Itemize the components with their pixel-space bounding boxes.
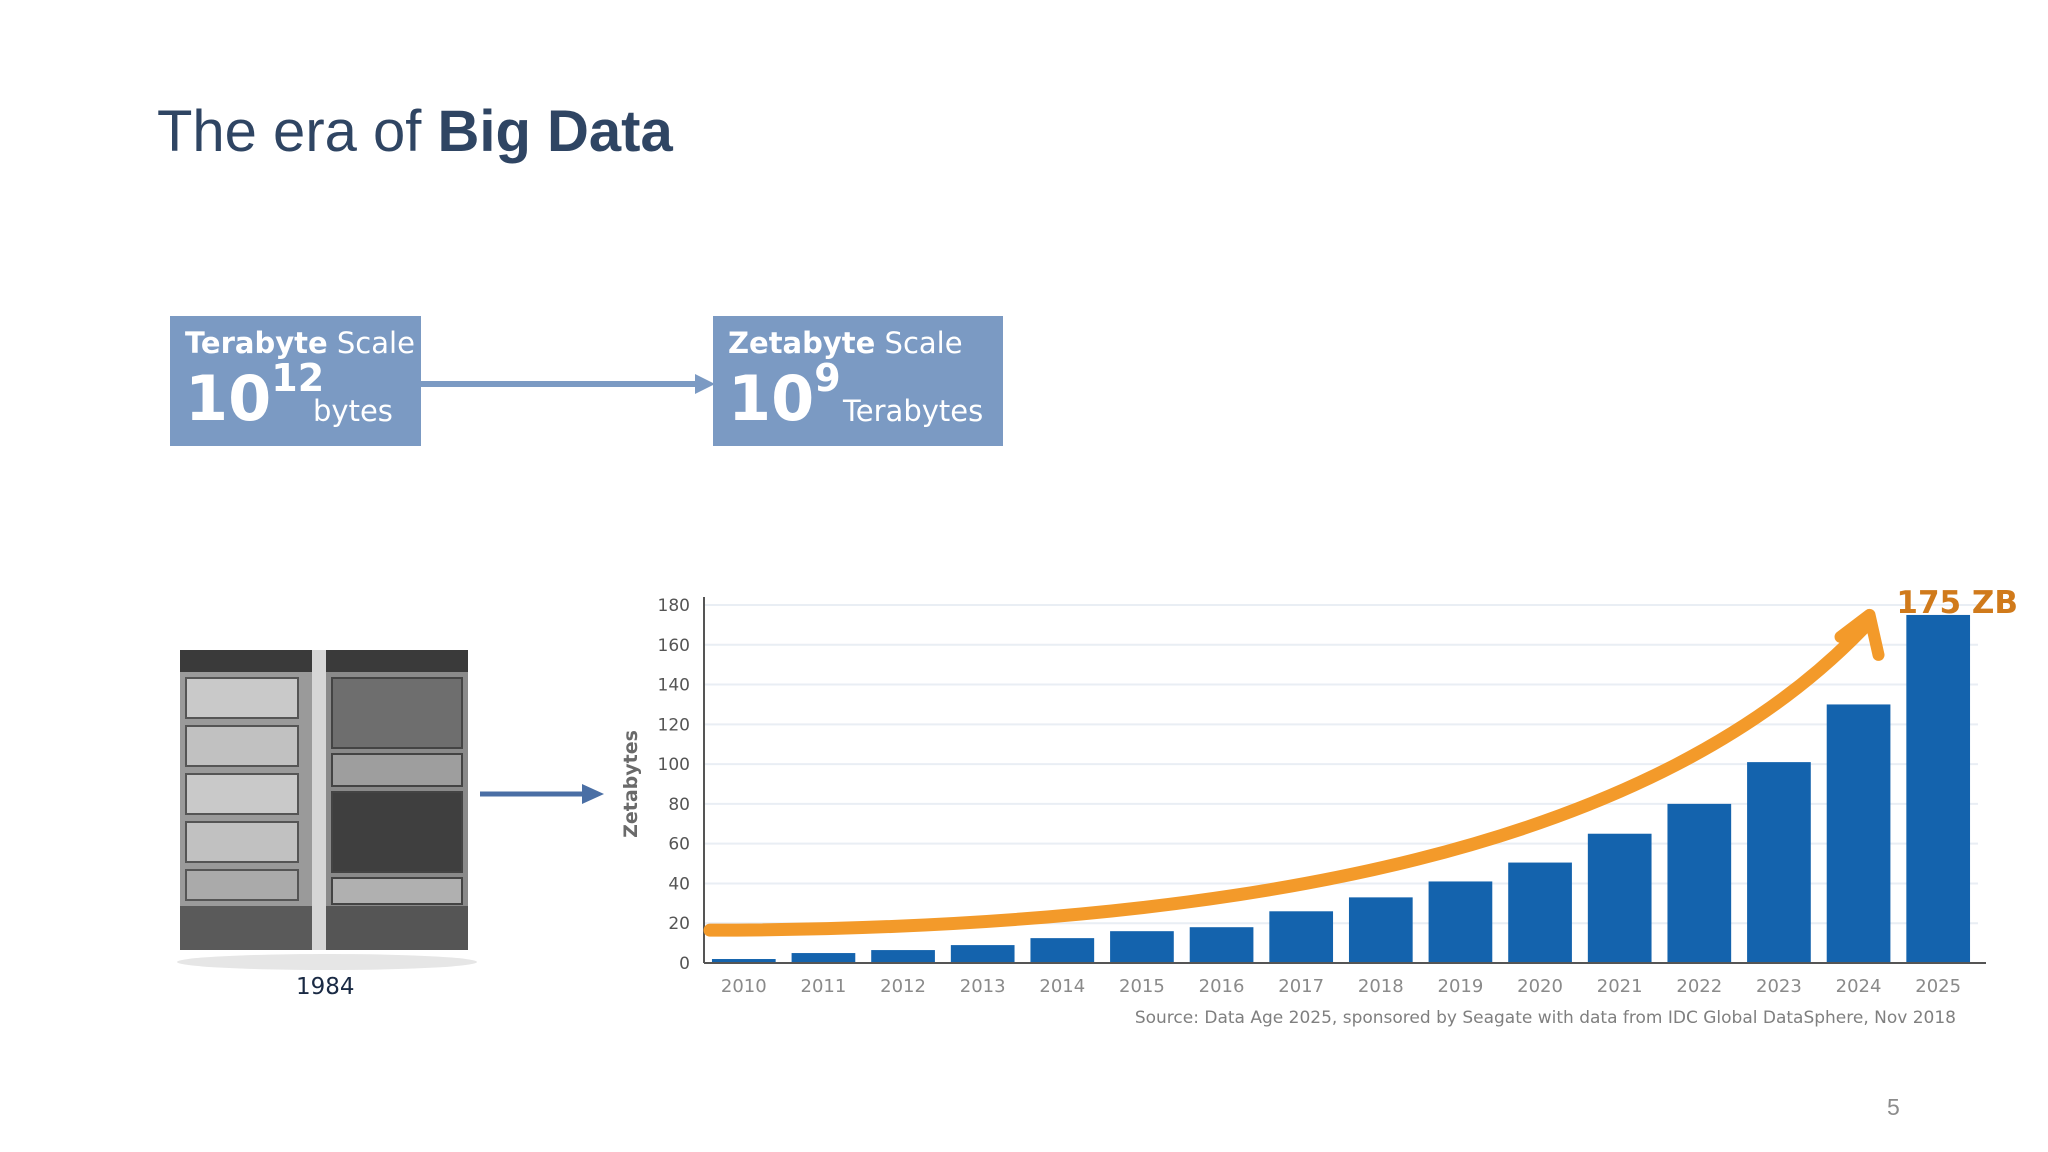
x-tick-label: 2013	[960, 976, 1006, 997]
zetabyte-unit: Terabytes	[843, 394, 984, 428]
x-tick-label: 2025	[1915, 976, 1961, 997]
y-tick-label: 100	[658, 755, 690, 775]
bar	[1348, 897, 1413, 963]
x-tick-label: 2024	[1836, 976, 1882, 997]
y-axis-label: Zetabytes	[620, 730, 642, 838]
y-tick-label: 140	[658, 676, 690, 696]
y-tick-label: 60	[668, 835, 690, 855]
y-tick-label: 180	[658, 596, 690, 616]
y-tick-label: 160	[658, 636, 690, 656]
zetabyte-power-base: 10	[728, 362, 815, 435]
bar	[1747, 762, 1811, 963]
terabyte-power-base: 10	[185, 362, 272, 435]
y-tick-label: 80	[668, 795, 690, 815]
zetabyte-power-exponent: 9	[814, 356, 841, 400]
scale-arrow-icon	[421, 374, 715, 394]
terabyte-power-exponent: 12	[271, 356, 325, 400]
y-tick-label: 20	[668, 914, 690, 934]
x-tick-label: 2014	[1039, 976, 1085, 997]
x-tick-label: 2020	[1517, 976, 1563, 997]
x-tick-label: 2021	[1597, 976, 1643, 997]
bar	[1428, 881, 1493, 963]
axes	[703, 597, 1986, 964]
callout-175zb: 175 ZB	[1896, 585, 2018, 621]
page-title: The era of Big Data	[157, 98, 673, 165]
bar	[1189, 927, 1254, 963]
zetabyte-power: 109	[728, 356, 841, 435]
terabyte-scale-label-bold: Terabyte	[185, 326, 328, 360]
zetabyte-scale-label-rest: Scale	[875, 326, 963, 360]
y-tick-label: 40	[668, 874, 690, 894]
x-tick-label: 2010	[721, 976, 767, 997]
bar	[871, 950, 935, 963]
title-prefix: The era of	[157, 99, 438, 164]
x-tick-label: 2022	[1676, 976, 1722, 997]
trend-curve	[703, 618, 1874, 937]
trend-arrowhead	[1834, 608, 1885, 661]
x-tick-label: 2023	[1756, 976, 1802, 997]
terabyte-scale-label: Terabyte Scale	[185, 326, 415, 360]
bar	[950, 945, 1015, 963]
x-tick-label: 2015	[1119, 976, 1165, 997]
x-tick-label: 2012	[880, 976, 926, 997]
terabyte-unit: bytes	[313, 394, 393, 428]
trend-arrow-icon	[703, 608, 1885, 937]
bar	[1667, 803, 1732, 963]
bars	[711, 614, 1971, 963]
bar	[1906, 614, 1971, 963]
bar	[1508, 862, 1572, 963]
y-tick-labels: 0 20 40 60 80 100 120 140 160 180	[658, 596, 690, 974]
terabyte-scale-box: Terabyte Scale 1012 bytes	[170, 316, 421, 446]
server-cabinet-image	[177, 650, 477, 970]
terabyte-power: 1012	[185, 356, 324, 435]
bar	[1826, 704, 1891, 963]
x-tick-label: 2017	[1278, 976, 1324, 997]
pointing-arrow-icon	[480, 784, 604, 804]
zetabyte-scale-label: Zetabyte Scale	[728, 326, 963, 360]
page-number: 5	[1887, 1094, 1900, 1120]
x-tick-label: 2019	[1438, 976, 1484, 997]
x-tick-label: 2016	[1199, 976, 1245, 997]
title-bold: Big Data	[437, 99, 673, 164]
zetabyte-scale-box: Zetabyte Scale 109 Terabytes	[713, 316, 1003, 446]
bar	[1110, 931, 1174, 963]
bar	[1587, 833, 1652, 963]
x-tick-label: 2011	[801, 976, 847, 997]
zetabyte-scale-label-bold: Zetabyte	[728, 326, 876, 360]
bar	[1030, 938, 1095, 963]
bar	[791, 953, 856, 963]
server-year-caption: 1984	[296, 974, 355, 1000]
terabyte-scale-label-rest: Scale	[327, 326, 415, 360]
y-tick-label: 0	[679, 954, 690, 974]
x-tick-label: 2018	[1358, 976, 1404, 997]
bar	[1269, 911, 1334, 963]
y-tick-label: 120	[658, 715, 690, 735]
x-tick-labels: 2010 2011 2012 2013 2014 2015 2016 2017 2018 2019…	[721, 976, 1961, 997]
bar	[711, 959, 776, 963]
source-note: Source: Data Age 2025, sponsored by Seag…	[1134, 1008, 1956, 1028]
